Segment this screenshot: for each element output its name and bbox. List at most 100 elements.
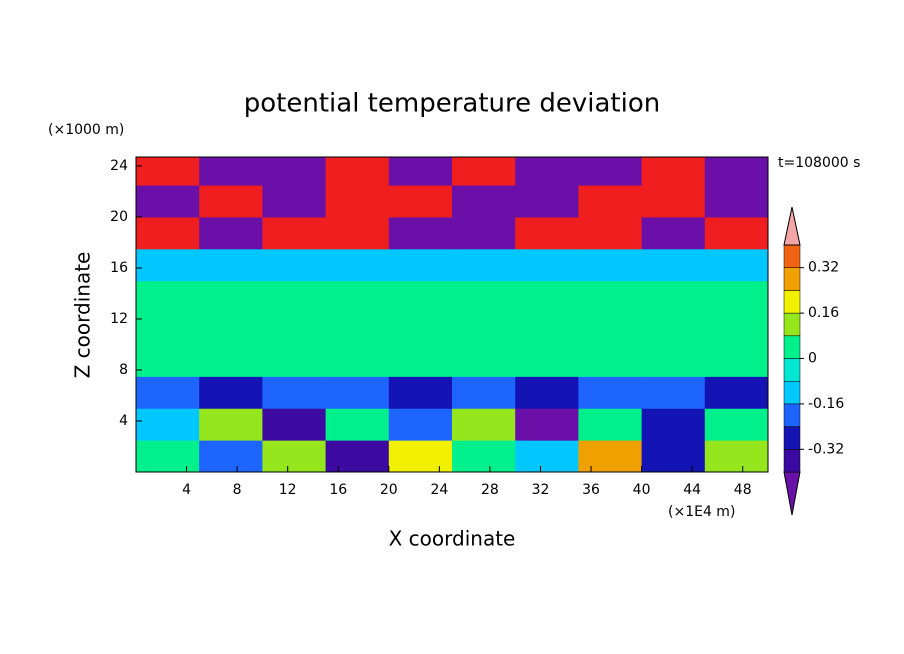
x-unit: (×1E4 m) (668, 504, 735, 520)
contour-cell (641, 185, 706, 218)
contour-cell (578, 185, 643, 218)
colorbar-box (783, 358, 801, 382)
x-tick-label: 24 (430, 482, 448, 498)
contour-cell (136, 376, 200, 409)
plot-frame (135, 156, 769, 473)
contour-cell (452, 185, 516, 218)
contour-cell (262, 157, 327, 186)
contour-cell (325, 440, 390, 473)
colorbar-box (783, 290, 801, 314)
contour-cell (199, 344, 263, 377)
contour-cell (136, 157, 200, 186)
y-tick-label: 24 (110, 158, 128, 174)
contour-cell (262, 376, 327, 409)
contour-cell (704, 248, 769, 282)
contour-cell (641, 280, 706, 314)
contour-cell (578, 157, 643, 186)
contour-cell (325, 157, 390, 186)
contour-cell (515, 376, 579, 409)
contour-cell (578, 408, 643, 441)
colorbar-tick-label: -0.32 (808, 441, 844, 457)
contour-cell (641, 248, 706, 282)
contour-cell (199, 440, 263, 473)
contour-cell (704, 440, 769, 473)
contour-cell (262, 440, 327, 473)
contour-cell (262, 280, 327, 314)
contour-cell (515, 157, 579, 186)
contour-cell (515, 408, 579, 441)
colorbar-high (783, 206, 801, 246)
chart-title: potential temperature deviation (244, 89, 660, 119)
x-tick-label: 44 (683, 482, 701, 498)
colorbar-tick-label: 0.32 (808, 260, 839, 276)
contour-cell (452, 440, 516, 473)
contour-cell (325, 376, 390, 409)
contour-cell (515, 216, 579, 250)
contour-cell (136, 216, 200, 250)
contour-cell (262, 312, 327, 345)
contour-cell (578, 376, 643, 409)
y-tick-label: 16 (110, 260, 128, 276)
contour-cell (199, 312, 263, 345)
x-tick-label: 4 (182, 482, 191, 498)
contour-cell (262, 408, 327, 441)
contour-cell (262, 185, 327, 218)
contour-cell (578, 440, 643, 473)
contour-cell (325, 280, 390, 314)
colorbar-box (783, 449, 801, 473)
contour-cell (325, 408, 390, 441)
y-axis-title: Z coordinate (71, 252, 95, 379)
contour-cell (641, 157, 706, 186)
contour-cell (515, 185, 579, 218)
contour-cell (641, 216, 706, 250)
colorbar-box (783, 380, 801, 405)
contour-cell (199, 185, 263, 218)
contour-cell (325, 344, 390, 377)
contour-cell (199, 376, 263, 409)
x-tick-label: 48 (734, 482, 752, 498)
x-tick-label: 40 (633, 482, 651, 498)
contour-cell (704, 280, 769, 314)
contour-cell (325, 312, 390, 345)
contour-cell (136, 248, 200, 282)
contour-cell (515, 344, 579, 377)
contour-cell (641, 440, 706, 473)
y-unit: (×1000 m) (48, 122, 124, 138)
y-tick-label: 20 (110, 209, 128, 225)
contour-cell (515, 440, 579, 473)
colorbar-tick-label: 0.16 (808, 305, 839, 321)
x-tick-label: 32 (532, 482, 550, 498)
contour-cell (136, 312, 200, 345)
contour-cell (578, 312, 643, 345)
contour-cell (452, 376, 516, 409)
contour-cell (578, 248, 643, 282)
contour-cell (578, 280, 643, 314)
contour-cell (136, 440, 200, 473)
colorbar-box (783, 403, 801, 427)
y-tick-label: 12 (110, 311, 128, 327)
contour-cell (388, 376, 453, 409)
contour-cell (452, 248, 516, 282)
contour-cell (578, 344, 643, 377)
x-tick-label: 12 (279, 482, 297, 498)
y-tick-label: 4 (119, 413, 128, 429)
contour-cell (325, 248, 390, 282)
colorbar-box (783, 312, 801, 337)
contour-cell (641, 312, 706, 345)
colorbar-box (783, 426, 801, 450)
x-tick-label: 8 (233, 482, 242, 498)
contour-cell (136, 408, 200, 441)
contour-cell (641, 376, 706, 409)
contour-cell (199, 408, 263, 441)
contour-cell (452, 216, 516, 250)
contour-cell (199, 157, 263, 186)
x-tick-label: 36 (582, 482, 600, 498)
contour-cell (388, 408, 453, 441)
contour-cell (704, 216, 769, 250)
colorbar-box (783, 267, 801, 291)
contour-cell (388, 280, 453, 314)
contour-cell (325, 185, 390, 218)
contour-cell (388, 185, 453, 218)
contour-cell (704, 408, 769, 441)
